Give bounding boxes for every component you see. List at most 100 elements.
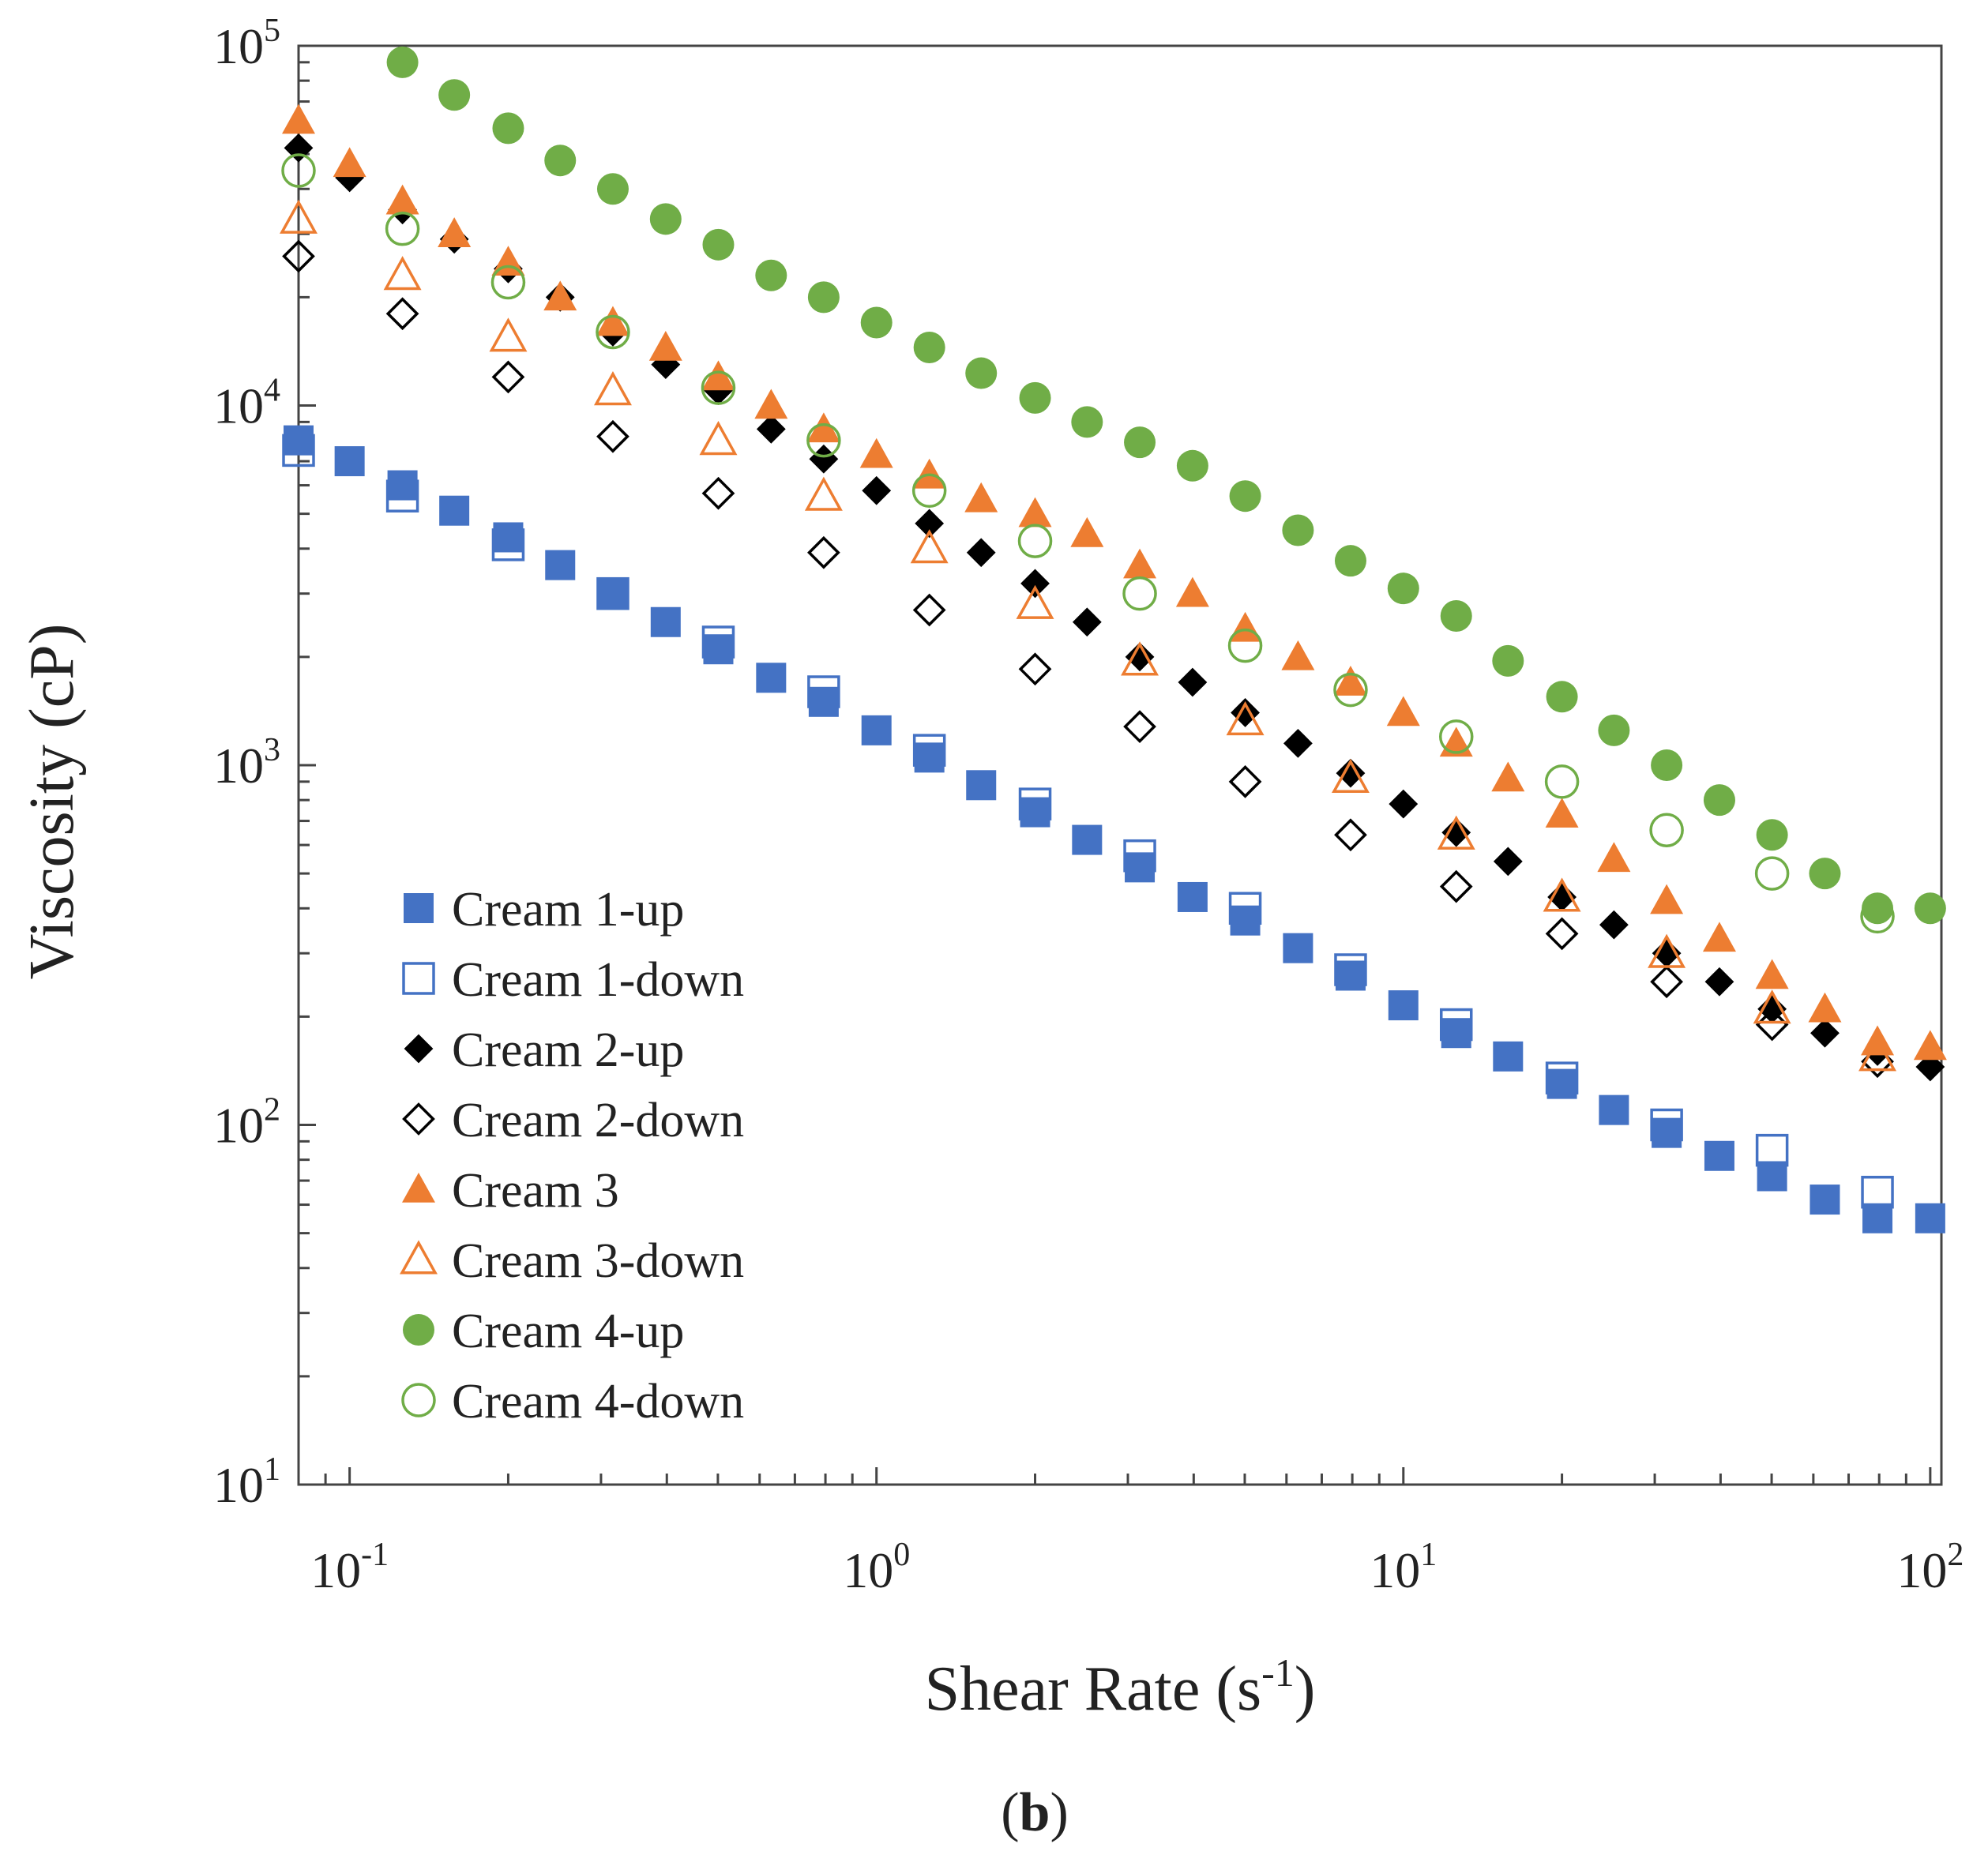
data-point <box>1493 1041 1524 1072</box>
data-point <box>1491 761 1525 792</box>
legend-entry: Cream 3-down <box>400 1234 744 1288</box>
data-point <box>1649 813 1684 847</box>
data-point <box>699 421 738 456</box>
data-point <box>1283 728 1313 758</box>
data-point <box>1598 714 1630 746</box>
y-tick-label: 105 <box>213 13 280 74</box>
y-tick-label: 102 <box>213 1092 280 1154</box>
data-point <box>1810 1018 1840 1048</box>
x-tick-label: 10-1 <box>310 1537 389 1598</box>
data-point <box>1652 938 1682 968</box>
legend-label: Cream 3 <box>452 1164 619 1218</box>
data-point <box>1809 1185 1840 1215</box>
data-point <box>1334 818 1367 852</box>
legend-entry: Cream 1-down <box>402 953 744 1007</box>
data-point <box>1493 847 1523 877</box>
data-point <box>912 734 946 767</box>
data-point <box>912 593 946 627</box>
data-point <box>544 145 577 177</box>
data-point <box>1861 1175 1894 1209</box>
data-point <box>385 479 419 512</box>
data-point <box>1546 681 1578 713</box>
data-point <box>1282 514 1314 546</box>
data-point <box>335 163 365 193</box>
x-tick-label: 101 <box>1370 1537 1437 1598</box>
data-point <box>385 297 419 331</box>
series-cream-4-down <box>281 153 1895 934</box>
data-point <box>1018 787 1052 820</box>
data-point <box>439 495 470 526</box>
data-point <box>1915 1203 1945 1233</box>
legend-marker <box>402 962 435 995</box>
data-point <box>913 331 945 363</box>
data-point <box>754 389 788 419</box>
data-point <box>1389 789 1419 819</box>
data-point <box>1072 607 1102 637</box>
data-point <box>701 360 735 391</box>
y-minor-ticks <box>299 61 316 1486</box>
data-point <box>1546 1068 1577 1099</box>
data-point <box>1019 381 1051 414</box>
data-point <box>281 153 316 188</box>
data-point <box>1703 784 1735 817</box>
data-point <box>1860 899 1895 934</box>
data-point <box>597 578 628 609</box>
data-point <box>596 173 629 205</box>
data-point <box>701 476 735 510</box>
legend-marker <box>401 1383 436 1417</box>
data-point <box>1650 1108 1683 1142</box>
data-point <box>284 133 314 163</box>
data-point <box>1016 584 1054 619</box>
data-point <box>543 280 577 311</box>
data-point <box>804 476 843 511</box>
data-point <box>1441 817 1471 847</box>
data-point <box>1020 569 1050 599</box>
data-point <box>1070 516 1104 547</box>
data-point <box>1123 548 1157 579</box>
data-point <box>1809 858 1841 890</box>
data-point <box>859 437 893 468</box>
panel-label: (b) <box>1001 1782 1069 1843</box>
data-point <box>1648 933 1686 968</box>
data-point <box>1386 696 1420 727</box>
data-point <box>596 576 629 610</box>
data-point <box>1543 877 1581 912</box>
x-minor-ticks <box>297 1467 1932 1485</box>
data-point <box>1756 819 1788 851</box>
data-point <box>1704 1140 1734 1171</box>
legend-marker <box>402 1102 435 1136</box>
data-point <box>334 446 365 477</box>
data-point <box>1125 852 1156 883</box>
data-point <box>282 434 315 467</box>
data-point <box>966 770 997 801</box>
legend-entry: Cream 1-up <box>404 883 684 937</box>
data-point <box>1808 992 1842 1023</box>
legend-entry: Cream 2-down <box>402 1094 744 1147</box>
data-point <box>1018 652 1052 686</box>
data-point <box>1652 1117 1682 1148</box>
legend-label: Cream 4-down <box>452 1375 744 1429</box>
y-axis-title: Viscosity (cP) <box>17 624 87 980</box>
legend-marker <box>404 1034 434 1064</box>
data-point <box>1333 672 1368 708</box>
data-point <box>1545 1061 1579 1094</box>
data-point <box>1862 892 1894 925</box>
data-point <box>493 522 524 553</box>
series-cream-3-down <box>280 199 1897 1072</box>
x-axis-title-close: ) <box>1295 1654 1316 1724</box>
data-point <box>1388 990 1419 1021</box>
data-point <box>701 370 736 405</box>
data-point <box>1439 869 1473 903</box>
data-point <box>1858 1037 1897 1072</box>
data-point <box>596 314 630 350</box>
series-cream-2-down <box>282 239 1894 1079</box>
data-point <box>648 330 682 361</box>
data-point <box>438 79 471 111</box>
data-point <box>861 715 892 745</box>
data-point <box>807 675 840 708</box>
data-point <box>806 412 840 443</box>
data-point <box>1704 967 1734 997</box>
data-point <box>809 444 839 474</box>
data-point <box>383 256 422 291</box>
